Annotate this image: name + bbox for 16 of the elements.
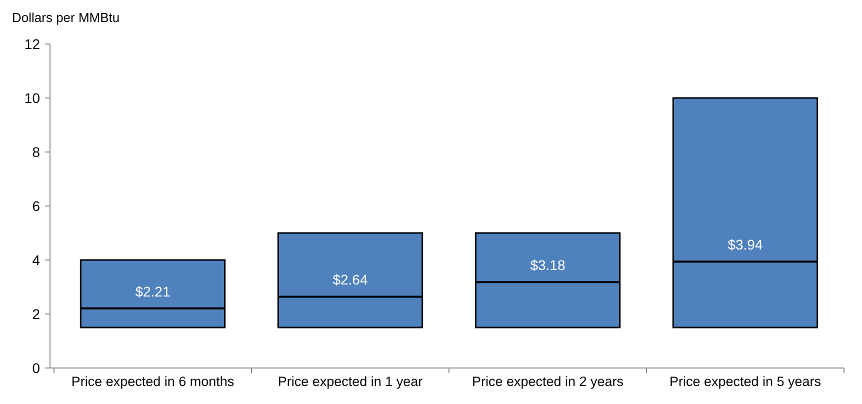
annotation: $2.21 — [135, 283, 170, 300]
y-axis-title: Dollars per MMBtu — [12, 10, 120, 25]
y-tick-label: 10 — [24, 90, 40, 106]
annotation: $2.64 — [332, 272, 368, 288]
y-tick-label: 8 — [32, 144, 40, 160]
y-tick-label: 12 — [24, 36, 40, 52]
x-tick-label: Price expected in 5 years — [669, 374, 822, 389]
x-tick-label: Price expected in 1 year — [278, 374, 424, 389]
y-tick-label: 6 — [32, 198, 40, 214]
y-tick-label: 4 — [32, 252, 40, 268]
x-tick-label: Price expected in 6 months — [71, 374, 234, 389]
annotation: $3.94 — [728, 236, 763, 253]
annotation: $3.18 — [530, 257, 566, 274]
y-tick-label: 2 — [32, 306, 40, 322]
y-tick-label: 0 — [32, 360, 40, 376]
x-tick-label: Price expected in 2 years — [472, 374, 624, 389]
